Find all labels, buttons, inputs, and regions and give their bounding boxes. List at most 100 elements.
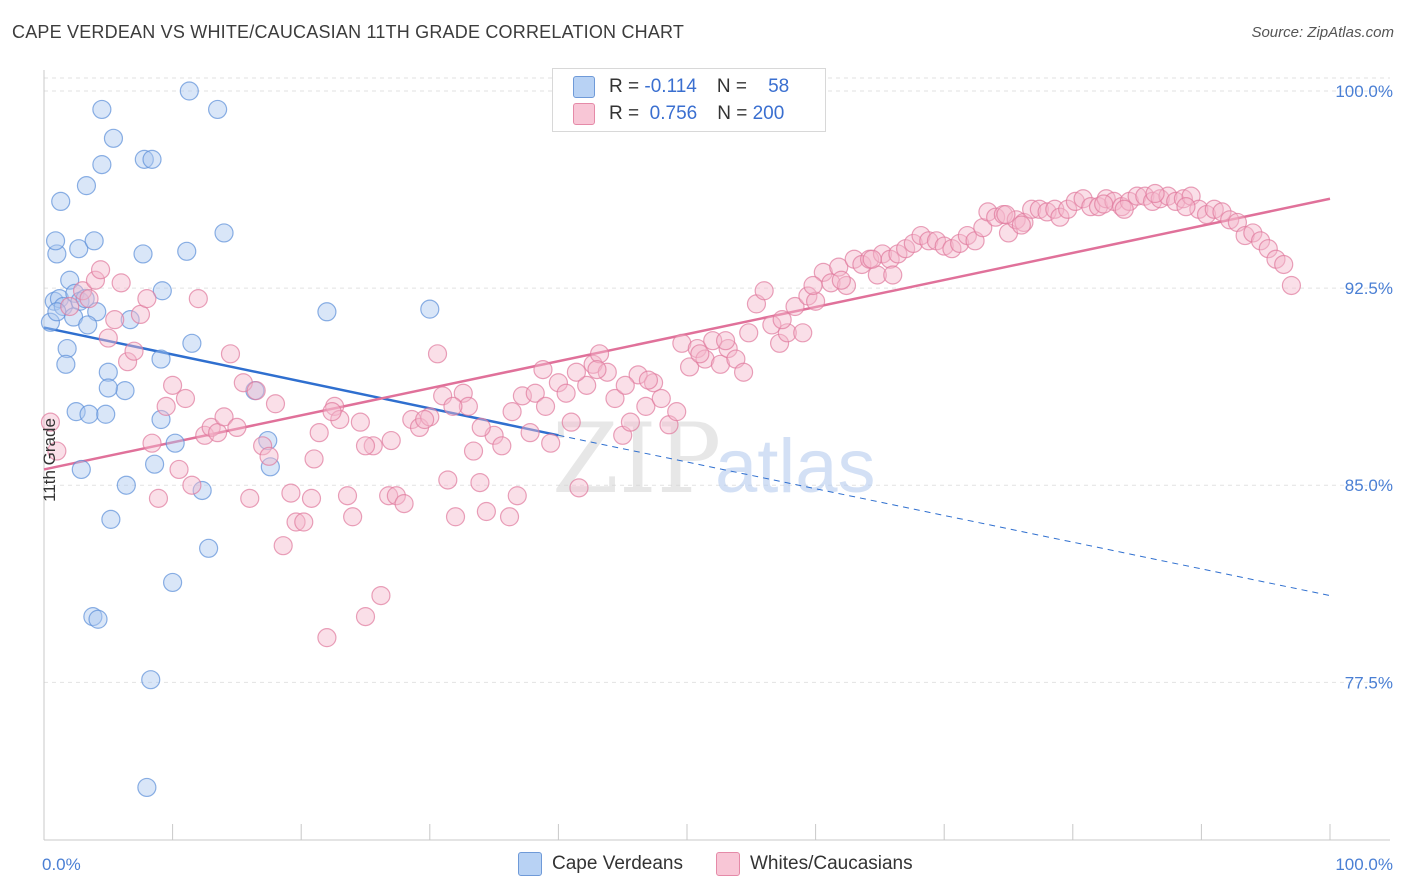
data-point [1281,275,1302,296]
data-point [615,375,635,395]
chart-title: CAPE VERDEAN VS WHITE/CAUCASIAN 11TH GRA… [12,22,685,42]
data-point [535,396,556,416]
data-point [605,388,625,409]
data-point [386,486,406,506]
chart-source: Source: ZipAtlas.com [1251,24,1394,41]
legend-n-label: N = [717,103,748,124]
data-point [175,388,196,409]
legend-row-whites-caucasians: R = 0.756 N = 200 [573,101,784,127]
data-point [533,359,553,380]
data-point [1096,189,1116,209]
data-point [1235,225,1255,246]
x-tick-label: 100.0% [1335,855,1393,874]
data-point [116,475,136,495]
data-point [695,349,715,369]
data-point [1258,239,1278,259]
data-point [1088,197,1109,217]
legend-r-value: 0.756 [649,103,698,124]
y-tick-labels: 100.0% 92.5% 85.0% 77.5% [1335,82,1393,692]
data-point [836,275,857,296]
data-point [259,446,279,466]
bottom-legend-whites-caucasians: Whites/Caucasians [716,852,913,876]
data-point [1094,194,1114,214]
data-point [1065,191,1085,211]
data-point [60,296,80,317]
data-point [137,289,157,309]
data-point [117,352,138,372]
data-point [220,344,241,364]
data-point [772,310,792,330]
trend-line-whites-caucasians [43,197,1331,471]
data-point [169,459,189,480]
legend-swatch-blue [573,76,595,98]
data-point [813,262,833,282]
data-point [690,344,710,364]
data-point [69,239,89,259]
data-point [83,607,103,627]
data-point [192,480,212,501]
data-point [643,373,664,393]
data-point [343,507,363,527]
data-point [182,475,202,495]
data-point [638,370,659,390]
data-point [1212,202,1232,222]
data-point [803,275,823,296]
legend-n-value: 200 [752,103,785,124]
data-point [350,412,370,432]
data-point [420,407,440,427]
data-point [188,289,208,309]
data-point [265,394,286,414]
data-point [443,396,463,416]
data-point [1011,215,1031,235]
data-point [253,436,273,456]
data-point [273,536,293,556]
data-point [919,231,939,251]
data-point [883,265,903,285]
data-point [142,149,162,169]
bottom-legend-swatch-pink [716,852,740,876]
data-point [476,501,496,522]
data-point [710,354,731,374]
data-point [427,344,448,364]
data-point [438,470,458,490]
legend-r-value: -0.114 [644,76,697,97]
data-point [309,423,329,443]
data-point [1050,207,1070,227]
data-point [142,433,162,453]
data-point [394,494,414,514]
data-point [246,381,266,401]
points-whites-caucasians [40,183,1302,648]
data-point [92,99,112,120]
data-point [92,155,112,175]
data-point [56,354,76,374]
data-point [718,338,738,359]
data-point [762,315,782,335]
data-point [72,281,93,301]
data-point [101,509,121,529]
data-point [831,270,851,290]
data-point [1204,199,1224,219]
data-point [96,404,116,424]
data-point [1022,199,1042,219]
data-point [144,454,165,474]
bottom-legend-label: Cape Verdeans [552,853,683,874]
data-point [445,507,466,527]
data-point [51,191,71,211]
data-point [45,231,66,251]
data-point [507,486,527,506]
data-point [620,412,641,432]
data-point [148,488,169,508]
data-point [201,417,221,438]
data-point [301,488,322,508]
stats-legend: R = -0.114 N = 58 R = 0.756 N = 200 [552,68,826,132]
data-point [1220,210,1240,230]
data-point [636,396,656,416]
data-point [733,362,754,382]
data-point [1114,199,1134,219]
data-point [79,289,99,309]
legend-n-value: 58 [768,76,790,97]
data-point [862,249,882,269]
data-point [179,81,199,101]
